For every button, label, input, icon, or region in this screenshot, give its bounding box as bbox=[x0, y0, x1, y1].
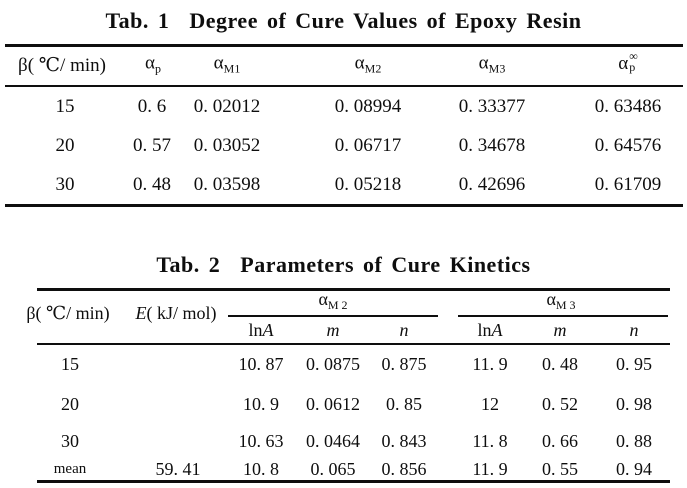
t2-subheader-lnA-m2: lnA bbox=[248, 320, 274, 340]
table-cell: 10. 63 bbox=[238, 431, 284, 451]
table-cell: 0. 0875 bbox=[306, 354, 360, 374]
alpha-m2-spanner-rule bbox=[228, 315, 438, 317]
table1-title: Tab. 1 Degree of Cure Values of Epoxy Res… bbox=[0, 8, 687, 34]
table-cell: 0. 61709 bbox=[594, 174, 662, 195]
t1-col-header-alpha-m2: αM2 bbox=[354, 52, 382, 76]
t2-subheader-m-m3: m bbox=[553, 320, 567, 340]
table-cell: 10. 9 bbox=[243, 394, 279, 414]
table-cell: 12 bbox=[481, 394, 499, 414]
table2-bottom-rule bbox=[37, 480, 670, 483]
table2-title-tag: Tab. 2 bbox=[156, 252, 221, 277]
table-cell: 0. 55 bbox=[542, 459, 578, 479]
table-cell: 10. 87 bbox=[238, 354, 284, 374]
table1-title-tag: Tab. 1 bbox=[105, 8, 170, 33]
table-cell: 0. 48 bbox=[133, 174, 171, 195]
t2-subheader-lnA-m3: lnA bbox=[477, 320, 503, 340]
table-cell: 0. 52 bbox=[542, 394, 578, 414]
table-cell: 11. 8 bbox=[472, 431, 508, 451]
table-cell: 0. 02012 bbox=[193, 96, 261, 117]
table-cell: 11. 9 bbox=[472, 459, 508, 479]
table-cell: 0. 42696 bbox=[458, 174, 526, 195]
table-cell: 0. 64576 bbox=[594, 135, 662, 156]
p-subscript: p bbox=[629, 59, 636, 74]
table-cell: 0. 95 bbox=[616, 354, 652, 374]
table-cell: 0. 065 bbox=[310, 459, 356, 479]
table-cell: 0. 6 bbox=[137, 96, 167, 117]
t1-col-header-alpha-p-infinity: α ∞ p bbox=[618, 48, 638, 74]
table-cell: 0. 875 bbox=[381, 354, 427, 374]
table-cell: 0. 06717 bbox=[334, 135, 402, 156]
table-cell: 0. 48 bbox=[542, 354, 578, 374]
table-cell: 20 bbox=[55, 135, 75, 156]
table-cell: 0. 843 bbox=[381, 431, 427, 451]
t2-subheader-m-m2: m bbox=[326, 320, 340, 340]
table-cell: 15 bbox=[61, 354, 79, 374]
table-cell: 0. 0464 bbox=[306, 431, 360, 451]
t2-subheader-n-m3: n bbox=[629, 320, 639, 340]
table-cell: 0. 88 bbox=[616, 431, 652, 451]
t2-subheader-n-m2: n bbox=[399, 320, 409, 340]
table-cell: 11. 9 bbox=[472, 354, 508, 374]
table-cell: 0. 33377 bbox=[458, 96, 526, 117]
table-cell: mean bbox=[53, 461, 87, 477]
table-cell: 0. 03598 bbox=[193, 174, 261, 195]
table1-header-rule bbox=[5, 85, 683, 87]
table-cell: 0. 85 bbox=[386, 394, 422, 414]
table-cell: 15 bbox=[55, 96, 75, 117]
t1-col-header-beta: β( ℃/ min) bbox=[18, 55, 106, 76]
t2-col-header-beta: β( ℃/ min) bbox=[26, 303, 110, 323]
table2-title: Tab. 2 Parameters of Cure Kinetics bbox=[0, 252, 687, 278]
t1-col-header-alpha-m1: αM1 bbox=[213, 52, 241, 76]
table-cell: 0. 66 bbox=[542, 431, 578, 451]
table-cell: 0. 856 bbox=[381, 459, 427, 479]
table-cell: 20 bbox=[61, 394, 79, 414]
alpha-m3-spanner-rule bbox=[458, 315, 668, 317]
table-cell: 59. 41 bbox=[155, 459, 201, 479]
table-cell: 0. 05218 bbox=[334, 174, 402, 195]
table-cell: 0. 63486 bbox=[594, 96, 662, 117]
t1-col-header-alpha-m3: αM3 bbox=[478, 52, 506, 76]
table-cell: 30 bbox=[55, 174, 75, 195]
infinity-superscript: ∞ bbox=[629, 48, 638, 63]
table-cell: 0. 57 bbox=[133, 135, 171, 156]
table2-title-text: Parameters of Cure Kinetics bbox=[240, 252, 531, 277]
table-cell: 30 bbox=[61, 431, 79, 451]
t2-col-header-activation-energy: E( kJ/ mol) bbox=[135, 303, 217, 323]
table-cell: 0. 94 bbox=[616, 459, 652, 479]
table2-header-rule bbox=[37, 343, 670, 345]
t2-group-header-alpha-m3: αM 3 bbox=[546, 288, 576, 313]
t1-col-header-alpha-p: αp bbox=[145, 52, 161, 76]
table-cell: 0. 34678 bbox=[458, 135, 526, 156]
table-cell: 0. 98 bbox=[616, 394, 652, 414]
table-cell: 10. 8 bbox=[243, 459, 279, 479]
table-cell: 0. 0612 bbox=[306, 394, 360, 414]
table1-bottom-rule bbox=[5, 204, 683, 207]
table-cell: 0. 03052 bbox=[193, 135, 261, 156]
t2-group-header-alpha-m2: αM 2 bbox=[318, 288, 348, 313]
table1-title-text: Degree of Cure Values of Epoxy Resin bbox=[189, 8, 582, 33]
table-cell: 0. 08994 bbox=[334, 96, 402, 117]
table2-top-rule bbox=[37, 288, 670, 291]
table1-top-rule bbox=[5, 44, 683, 47]
